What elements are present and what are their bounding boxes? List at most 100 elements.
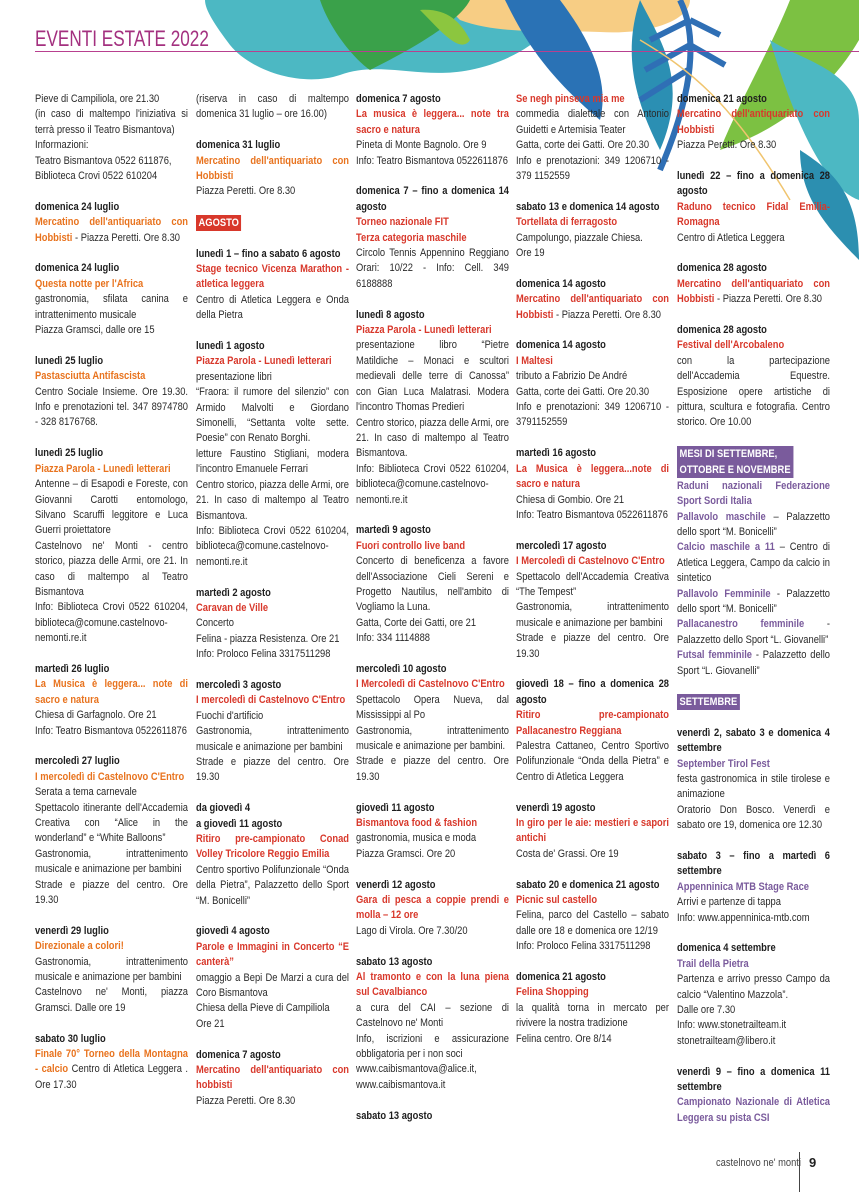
event-date: lunedì 25 luglio bbox=[35, 447, 104, 460]
event-title-line: Mercatino dell'antiquariato con Hobbisti… bbox=[677, 277, 830, 308]
event-detail-line: Strade e piazze del centro. Ore 19.30 bbox=[516, 632, 669, 660]
event-detail-line: Campolungo, piazzale Chiesa. bbox=[516, 231, 643, 244]
event-title-line: I Maltesi bbox=[516, 354, 669, 369]
event-detail-line: Info: Biblioteca Crovi 0522 610204, bibl… bbox=[356, 462, 509, 506]
event-detail-line: Spettacolo itinerante dell'Accademia Cre… bbox=[35, 801, 188, 845]
event-title: Felina Shopping bbox=[516, 986, 589, 999]
event-date: domenica 7 – fino a domenica 14 agosto bbox=[356, 185, 509, 213]
event-detail-line: Fuochi d'artificio bbox=[196, 709, 264, 722]
sub-event-title: Pallavolo maschile bbox=[677, 510, 766, 523]
event-title: Festival dell'Arcobaleno bbox=[677, 339, 785, 352]
event-title-line: Pastasciutta Antifascista bbox=[35, 369, 188, 384]
event-detail-line: Felina - piazza Resistenza. Ore 21 bbox=[196, 632, 340, 645]
event-title-line: Se negh pinseva mia me bbox=[516, 92, 669, 107]
event-detail-line: Antenne – di Esapodi e Foreste, con Giov… bbox=[35, 478, 188, 537]
event-detail-line: Pieve di Campiliola, ore 21.30 bbox=[35, 93, 160, 105]
sub-event-title: Pallavolo Femminile bbox=[677, 587, 771, 600]
event-detail-line: Gatta, Corte dei Gatti, ore 21 bbox=[356, 616, 477, 629]
event-item: venerdì 29 luglio Direzionale a colori! Ga… bbox=[35, 924, 188, 1016]
event-detail-line: Biblioteca Crovi 0522 610204 bbox=[35, 170, 158, 183]
month-badge: AGOSTO bbox=[196, 215, 242, 232]
event-detail-line: Centro storico, piazza delle Armi, ore 2… bbox=[196, 478, 349, 522]
event-detail-line: Chiesa di Gombio. Ore 21 bbox=[516, 493, 625, 506]
event-title: Mercatino dell'antiquariato con Hobbisti bbox=[196, 154, 349, 183]
event-title: I mercoledì di Castelnovo C'Entro bbox=[35, 770, 185, 783]
event-detail-line: Strade e piazze del centro. Ore 19.30 bbox=[35, 878, 188, 907]
event-date: da giovedì 4 a giovedì 11 agosto bbox=[196, 802, 283, 830]
event-date: domenica 7 agosto bbox=[356, 93, 441, 105]
event-detail-line: (in caso di maltempo l'iniziativa si ter… bbox=[35, 108, 188, 136]
event-title-line: Stage tecnico Vicenza Marathon - atletic… bbox=[196, 262, 349, 293]
sub-event-title: Calcio maschile a 11 bbox=[677, 541, 775, 554]
event-details: - Piazza Peretti. Ore 8.30 bbox=[72, 231, 180, 244]
event-item: giovedì 18 – fino a domenica 28 agosto Ri… bbox=[516, 677, 669, 785]
page-number: 9 bbox=[809, 1155, 817, 1170]
sub-event: Calcio maschile a 11 – Centro di Atletic… bbox=[677, 540, 830, 586]
event-title-line: Direzionale a colori! bbox=[35, 939, 188, 954]
event-detail-line: Piazza Gramsci. Ore 20 bbox=[356, 847, 456, 860]
event-date: sabato 20 e domenica 21 agosto bbox=[516, 878, 660, 891]
sub-event-venue: - Palazzetto dello sport “M. Bonicelli” bbox=[677, 587, 830, 615]
event-detail-line: Chiesa della Pieve di Campiliola bbox=[196, 1002, 330, 1015]
event-detail-line: Gastronomia, intrattenimento musicale e … bbox=[196, 725, 349, 753]
event-detail-line: Gastronomia, intrattenimento musicale e … bbox=[35, 847, 188, 876]
event-date: mercoledì 3 agosto bbox=[196, 678, 282, 691]
event-detail-line: Info: www.appenninica-mtb.com bbox=[677, 911, 810, 924]
event-detail-line: Centro sportivo Polifunzionale “Onda del… bbox=[196, 863, 349, 907]
event-detail-line: Dalle ore 7.30 bbox=[677, 1004, 736, 1017]
event-title: La Musica è leggera...note di sacro e na… bbox=[516, 462, 669, 491]
event-date: venerdì 12 agosto bbox=[356, 878, 436, 891]
event-item: sabato 20 e domenica 21 agosto Picnic sul… bbox=[516, 878, 669, 955]
event-item: domenica 28 agosto Mercatino dell'antiqua… bbox=[677, 261, 830, 307]
event-date: lunedì 1 – fino a sabato 6 agosto bbox=[196, 247, 341, 260]
event-detail-line: Info: 334 1114888 bbox=[356, 632, 431, 645]
event-detail-line: Centro storico, piazza delle Armi, ore 2… bbox=[356, 416, 509, 460]
event-date: giovedì 4 agosto bbox=[196, 925, 270, 938]
event-item: domenica 21 agosto Felina Shopping la qual… bbox=[516, 970, 669, 1047]
event-date: martedì 26 luglio bbox=[35, 662, 110, 675]
sub-event: Pallacanestro femminile - Palazzetto del… bbox=[677, 617, 830, 648]
event-title: Direzionale a colori! bbox=[35, 940, 124, 953]
event-detail-line: Ore 21 bbox=[196, 1017, 225, 1030]
event-item: sabato 13 e domenica 14 agosto Tortellata… bbox=[516, 200, 669, 262]
event-title: Piazza Parola - Lunedì letterari bbox=[35, 462, 171, 475]
event-title: September Tirol Fest bbox=[677, 757, 770, 770]
event-title-line: Gara di pesca a coppie prendi e molla – … bbox=[356, 893, 509, 924]
event-detail-line: tributo a Fabrizio De André bbox=[516, 370, 628, 383]
event-detail-line: presentazione libro “Pietre Matildiche –… bbox=[356, 339, 509, 414]
event-item: venerdì 12 agosto Gara di pesca a coppie … bbox=[356, 878, 509, 940]
event-detail-line: Piazza Peretti. Ore 8.30 bbox=[677, 139, 777, 152]
sub-event: Pallavolo maschile – Palazzetto dello sp… bbox=[677, 510, 830, 541]
event-title-line: I mercoledì di Castelnovo C'Entro bbox=[35, 770, 188, 785]
event-item: martedì 2 agosto Caravan de Ville Concerto… bbox=[196, 586, 349, 663]
month-badge: SETTEMBRE bbox=[677, 694, 740, 711]
event-item: domenica 14 agosto I Maltesi tributo a Fab… bbox=[516, 338, 669, 430]
event-detail-line: Arrivi e partenze di tappa bbox=[677, 896, 781, 909]
event-detail-line: con la partecipazione dell'Accademia Equ… bbox=[677, 354, 830, 429]
event-item: Raduni nazionali Federazione Sport Sordi… bbox=[677, 479, 830, 679]
column-4: Se negh pinseva mia me commedia dialettal… bbox=[516, 92, 669, 1062]
event-item: mercoledì 10 agosto I Mercoledì di Castel… bbox=[356, 662, 509, 785]
footer-divider bbox=[799, 1152, 800, 1192]
event-details: - Piazza Peretti. Ore 8.30 bbox=[714, 293, 822, 306]
event-detail-line: Concerto di beneficenza a favore dell'As… bbox=[356, 555, 509, 614]
event-item: venerdì 9 – fino a domenica 11 settembre… bbox=[677, 1065, 830, 1127]
event-item: venerdì 19 agosto In giro per le aie: mes… bbox=[516, 801, 669, 863]
event-title-line: Ritiro pre-campionato Pallacanestro Regg… bbox=[516, 708, 669, 739]
event-item: martedì 16 agosto La Musica è leggera...n… bbox=[516, 446, 669, 523]
event-detail-line: Centro di Atletica Leggera bbox=[677, 231, 785, 244]
event-title-line: Felina Shopping bbox=[516, 985, 669, 1000]
event-title: Piazza Parola - Lunedì letterari bbox=[356, 324, 492, 337]
event-item: domenica 24 luglio Mercatino dell'antiqua… bbox=[35, 200, 188, 246]
green-leaf-light bbox=[420, 9, 470, 45]
event-title: Se negh pinseva mia me bbox=[516, 93, 625, 105]
event-detail-line: Info, iscrizioni e assicurazione obbliga… bbox=[356, 1032, 509, 1061]
event-item: domenica 4 settembre Trail della Pietra Pa… bbox=[677, 941, 830, 1049]
event-detail-line: Piazza Gramsci, dalle ore 15 bbox=[35, 324, 155, 337]
column-3: domenica 7 agosto La musica è leggera... … bbox=[356, 92, 509, 1139]
event-item: domenica 7 agosto La musica è leggera... … bbox=[356, 92, 509, 169]
event-detail-line: gastronomia, musica e moda bbox=[356, 832, 477, 845]
teal-leaf bbox=[631, 0, 673, 150]
event-detail-line: Info: Biblioteca Crovi 0522 610204, bibl… bbox=[196, 524, 349, 568]
event-title-line: La Musica è leggera...note di sacro e na… bbox=[516, 462, 669, 493]
